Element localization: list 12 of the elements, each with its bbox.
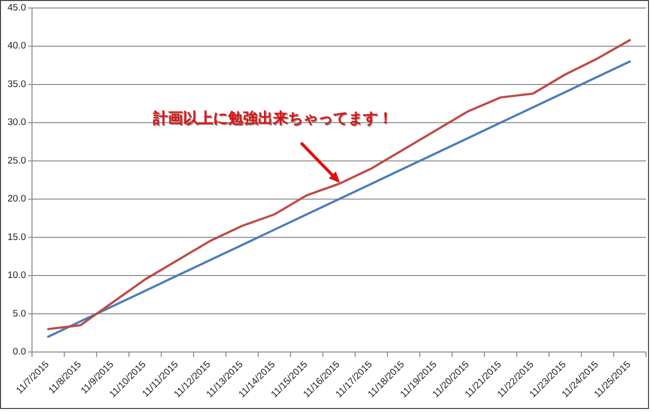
y-tick-label: 25.0 [8, 155, 26, 166]
y-tick-label: 5.0 [12, 308, 26, 320]
y-tick-label: 30.0 [8, 117, 26, 128]
y-tick-label: 45.0 [8, 2, 26, 14]
y-tick-label: 40.0 [8, 40, 26, 52]
y-tick-label: 20.0 [8, 194, 26, 205]
y-tick-label: 10.0 [8, 270, 26, 282]
y-tick-label: 15.0 [8, 232, 26, 243]
y-tick-label: 0.0 [12, 346, 26, 358]
annotation: 計画以上に勉強出来ちゃってます！ [153, 110, 394, 128]
annotation: 計画以上に勉強出来ちゃってます！ [153, 110, 394, 183]
y-tick-label: 35.0 [8, 78, 26, 90]
